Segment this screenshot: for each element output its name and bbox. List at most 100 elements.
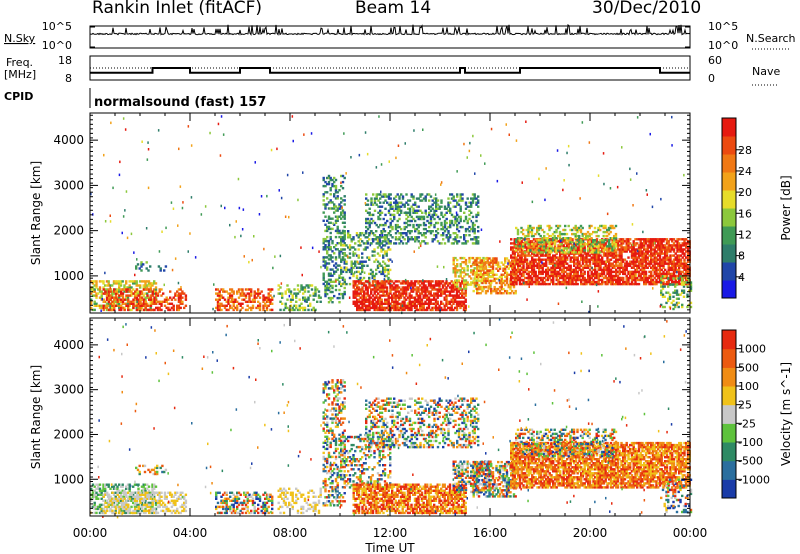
power-cell xyxy=(237,302,241,305)
power-cell xyxy=(296,292,300,295)
power-cell xyxy=(258,296,262,299)
power-cell xyxy=(636,248,639,251)
power-cell xyxy=(637,270,641,274)
power-cell xyxy=(553,268,557,272)
power-cell xyxy=(412,296,415,299)
power-cell xyxy=(376,236,380,239)
power-cell xyxy=(606,264,609,267)
power-cell xyxy=(588,276,592,280)
power-cell xyxy=(298,298,301,301)
power-cell xyxy=(585,256,588,259)
power-cell xyxy=(410,308,413,312)
power-cell xyxy=(590,280,593,284)
power-cell xyxy=(371,270,374,274)
power-cell xyxy=(436,300,439,303)
power-cell xyxy=(215,306,218,310)
power-cell xyxy=(630,248,634,251)
power-cell xyxy=(336,248,339,251)
power-cell xyxy=(463,283,466,286)
power-cell xyxy=(660,260,663,263)
power-cell xyxy=(412,288,415,291)
power-cell xyxy=(500,285,503,289)
power-cell xyxy=(520,237,523,240)
power-cell xyxy=(517,274,520,278)
power-cell xyxy=(452,238,455,241)
power-cell xyxy=(401,290,404,293)
power-cell xyxy=(132,282,135,285)
power-cell xyxy=(524,268,527,272)
power-cell xyxy=(431,306,434,310)
power-cell xyxy=(365,232,368,235)
power-cell xyxy=(620,248,623,251)
power-cell xyxy=(459,271,462,274)
nave-tick-top: 60 xyxy=(708,54,722,67)
power-cell xyxy=(550,268,553,272)
power-cell xyxy=(634,272,637,276)
power-cell xyxy=(601,282,604,286)
power-cell xyxy=(660,264,663,267)
power-cell xyxy=(417,286,420,289)
power-cell xyxy=(236,308,239,312)
power-cell xyxy=(336,264,339,267)
power-cell xyxy=(172,296,175,299)
power-cell xyxy=(410,215,413,219)
power-cell xyxy=(144,284,147,287)
power-cell xyxy=(529,266,532,269)
power-cell xyxy=(538,276,541,280)
power-cell xyxy=(343,211,346,214)
power-cell xyxy=(340,205,343,208)
power-cell xyxy=(298,306,301,310)
power-cell xyxy=(394,306,397,310)
power-cell xyxy=(382,227,385,231)
power-cell xyxy=(326,191,329,194)
power-cell xyxy=(319,300,322,303)
power-cell xyxy=(520,266,523,269)
power-cell xyxy=(477,261,481,264)
power-cell xyxy=(454,238,457,241)
power-cell xyxy=(463,236,466,239)
power-cell xyxy=(434,304,438,307)
power-cell xyxy=(466,273,469,276)
power-cell xyxy=(405,304,408,307)
power-cell xyxy=(382,290,385,293)
power-cell xyxy=(336,268,339,271)
power-cell xyxy=(436,284,439,287)
power-cell xyxy=(372,193,375,196)
power-cell xyxy=(429,282,432,285)
power-cell xyxy=(504,275,507,279)
power-cell xyxy=(464,279,468,282)
power-cell xyxy=(109,284,112,287)
power-cell xyxy=(317,294,321,297)
power-cell xyxy=(637,282,641,286)
power-cell xyxy=(387,294,390,297)
power-cell xyxy=(648,264,651,267)
power-cell xyxy=(571,278,574,282)
power-cell xyxy=(382,268,385,272)
power-cell xyxy=(515,258,518,261)
power-cell xyxy=(532,238,536,241)
power-cell xyxy=(466,281,469,284)
power-cell xyxy=(227,298,230,301)
power-cell xyxy=(391,306,394,310)
power-cell xyxy=(370,221,373,225)
power-cell xyxy=(629,274,632,278)
power-cell xyxy=(107,282,110,285)
power-cell xyxy=(398,308,401,312)
power-cell xyxy=(379,234,382,237)
power-cell xyxy=(475,279,478,282)
power-cell xyxy=(100,304,103,307)
power-cell xyxy=(435,236,438,239)
power-cell xyxy=(169,308,172,312)
power-cell xyxy=(559,272,562,276)
power-cell xyxy=(361,278,364,282)
power-cell xyxy=(466,219,469,223)
power-cell xyxy=(576,266,579,269)
power-cell xyxy=(412,203,415,206)
power-cell xyxy=(495,289,498,293)
power-cell xyxy=(585,260,588,263)
power-cell xyxy=(112,292,116,295)
power-cell xyxy=(368,238,371,241)
power-cell xyxy=(149,284,152,287)
power-cell xyxy=(236,300,239,303)
power-cell xyxy=(429,195,433,198)
